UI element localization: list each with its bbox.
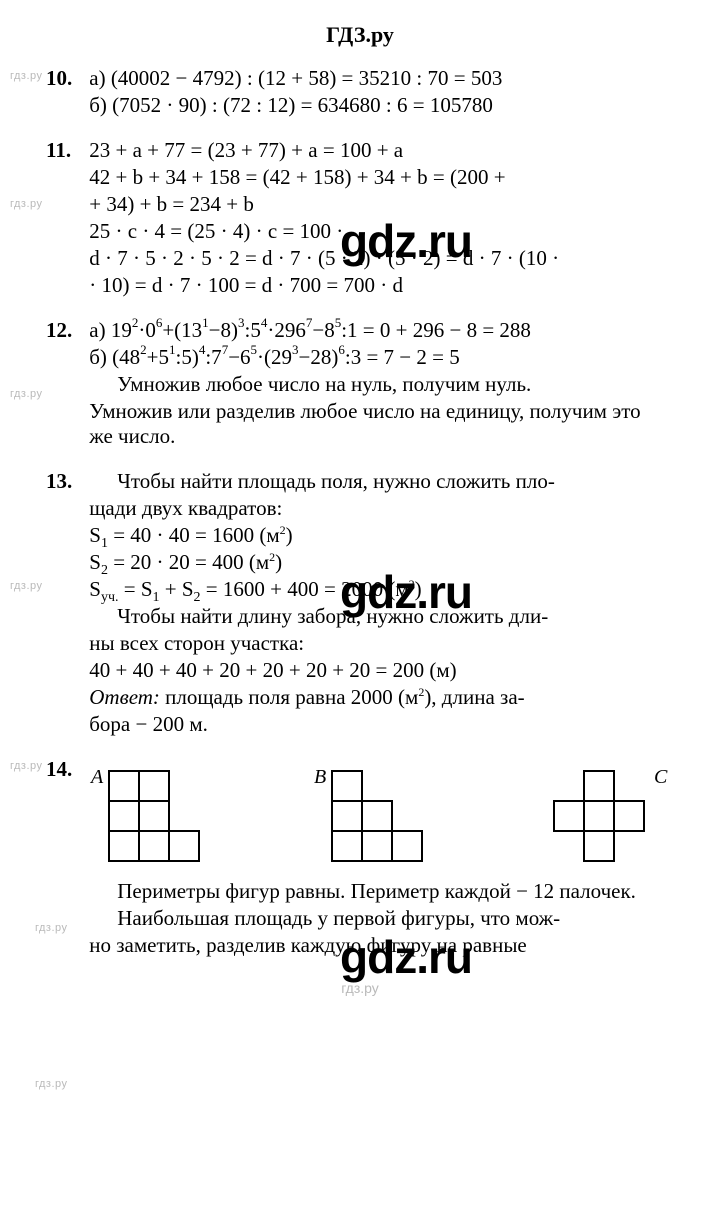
problem-number: 10.	[46, 66, 84, 91]
text-line: б) (482+51:5)4:77−65·(293−28)6:3 = 7 − 2…	[89, 345, 669, 370]
figure-label: C	[654, 766, 668, 788]
text-line: 42 + b + 34 + 158 = (42 + 158) + 34 + b …	[89, 165, 669, 190]
text-line: Умножив или разделив любое число на един…	[89, 399, 669, 449]
figure-b: B	[312, 765, 447, 865]
problem-10: 10. а) (40002 − 4792) : (12 + 58) = 3521…	[46, 66, 674, 120]
text-line: S1 = 40 · 40 = 1600 (м2)	[89, 523, 669, 548]
text-line: Ответ: площадь поля равна 2000 (м2), дли…	[89, 685, 669, 710]
figure-c: C	[534, 765, 669, 865]
watermark-small: гдз.ру	[35, 922, 68, 934]
figure-label: B	[314, 766, 326, 788]
text-line: Периметры фигур равны. Периметр каждой −…	[89, 879, 669, 904]
problem-body: а) 192·06+(131−8)3:54·2967−85:1 = 0 + 29…	[89, 318, 669, 451]
problem-number: 14.	[46, 757, 84, 782]
watermark-small: гдз.ру	[10, 198, 43, 210]
problem-number: 12.	[46, 318, 84, 343]
text-line: · 10) = d · 7 · 100 = d · 700 = 700 · d	[89, 273, 669, 298]
problem-number: 11.	[46, 138, 84, 163]
page-header: ГДЗ.ру	[46, 22, 674, 48]
problem-12: 12. а) 192·06+(131−8)3:54·2967−85:1 = 0 …	[46, 318, 674, 451]
watermark-large: gdz.ru	[340, 214, 472, 268]
text-line: Наибольшая площадь у первой фигуры, что …	[89, 906, 669, 931]
answer-label: Ответ:	[89, 685, 160, 709]
figure-a: A	[89, 765, 224, 865]
watermark-large: gdz.ru	[340, 930, 472, 984]
watermark-small: гдз.ру	[10, 70, 43, 82]
text-line: щади двух квадратов:	[89, 496, 669, 521]
text-line: а) 192·06+(131−8)3:54·2967−85:1 = 0 + 29…	[89, 318, 669, 343]
watermark-large: gdz.ru	[340, 565, 472, 619]
text-line: Умножив любое число на нуль, получим нул…	[89, 372, 669, 397]
watermark-small: гдз.ру	[10, 388, 43, 400]
watermark-small: гдз.ру	[10, 760, 43, 772]
text-line: Чтобы найти площадь поля, нужно сложить …	[89, 469, 669, 494]
text-span: площадь поля равна 2000 (м2), длина за-	[160, 685, 525, 709]
text-line: 40 + 40 + 40 + 20 + 20 + 20 + 20 = 200 (…	[89, 658, 669, 683]
text-line: а) (40002 − 4792) : (12 + 58) = 35210 : …	[89, 66, 669, 91]
figure-row: A B	[89, 765, 669, 865]
grid-figure-icon: B	[312, 765, 447, 865]
text-line: ны всех сторон участка:	[89, 631, 669, 656]
problem-number: 13.	[46, 469, 84, 494]
watermark-small: гдз.ру	[10, 580, 43, 592]
grid-figure-icon: C	[534, 765, 669, 865]
text-line: 23 + a + 77 = (23 + 77) + a = 100 + a	[89, 138, 669, 163]
text-line: б) (7052 · 90) : (72 : 12) = 634680 : 6 …	[89, 93, 669, 118]
problem-body: а) (40002 − 4792) : (12 + 58) = 35210 : …	[89, 66, 669, 120]
grid-figure-icon: A	[89, 765, 224, 865]
figure-label: A	[89, 766, 104, 788]
text-line: бора − 200 м.	[89, 712, 669, 737]
watermark-small: гдз.ру	[35, 1078, 68, 1090]
